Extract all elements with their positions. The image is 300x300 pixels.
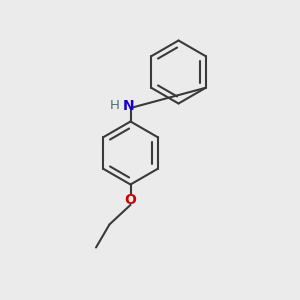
Text: O: O xyxy=(124,193,136,206)
Text: N: N xyxy=(122,99,134,112)
Text: H: H xyxy=(110,99,120,112)
